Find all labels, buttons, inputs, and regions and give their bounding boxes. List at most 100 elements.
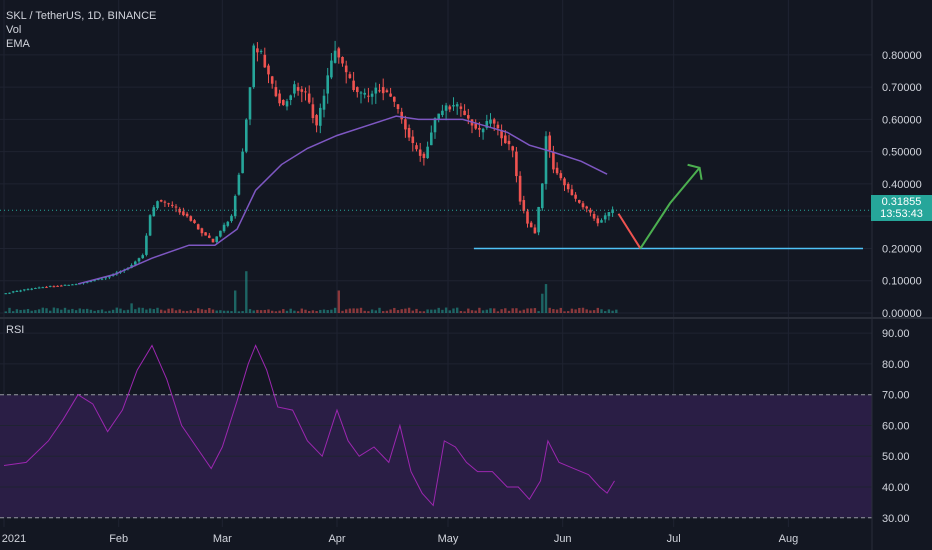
volume-bar: [82, 309, 85, 313]
candle-body: [522, 200, 526, 211]
volume-bar: [174, 310, 178, 313]
candle-body: [60, 285, 63, 287]
ema-indicator-label[interactable]: EMA: [6, 38, 30, 50]
volume-bar: [563, 311, 566, 313]
candle-body: [404, 119, 407, 130]
volume-bar: [452, 308, 455, 313]
symbol-title[interactable]: SKL / TetherUS, 1D, BINANCE: [6, 10, 157, 22]
candle-body: [496, 124, 500, 129]
candle-body: [100, 278, 104, 280]
price-tick-label: 0.80000: [882, 50, 922, 62]
candle-body: [185, 213, 189, 217]
candle-body: [552, 151, 555, 170]
candle-body: [341, 56, 344, 64]
volume-bar: [493, 308, 496, 313]
volume-bar: [160, 309, 163, 313]
candle-body: [500, 130, 503, 139]
volume-bar: [400, 309, 403, 313]
candle-body: [330, 60, 333, 78]
last-price-tag: 0.31855 13:53:43: [871, 195, 932, 221]
volume-bar: [8, 307, 11, 313]
candle-body: [333, 50, 337, 63]
candle-body: [156, 201, 159, 209]
volume-bar: [615, 309, 618, 313]
volume-bar: [456, 307, 459, 313]
volume-bar: [378, 307, 381, 313]
volume-bar: [289, 308, 292, 313]
rsi-line: [3, 344, 615, 507]
candle-body: [148, 215, 152, 236]
candle-body: [34, 288, 37, 290]
candle-body: [11, 291, 15, 293]
volume-bar: [574, 309, 577, 313]
volume-bar: [315, 311, 318, 313]
rsi-indicator-label[interactable]: RSI: [6, 324, 25, 336]
volume-bar: [311, 310, 315, 313]
candle-body: [544, 136, 548, 184]
volume-bar: [507, 310, 511, 313]
volume-bar: [182, 310, 185, 313]
volume-bar: [592, 310, 596, 313]
candle-body: [26, 289, 30, 291]
price-tick-label: 0.60000: [882, 114, 922, 126]
volume-bar: [604, 311, 607, 313]
volume-bar: [389, 309, 392, 313]
candle-body: [319, 107, 322, 126]
volume-bar: [485, 309, 488, 313]
candle-body: [304, 91, 307, 93]
volume-bar: [441, 309, 444, 313]
volume-indicator-label[interactable]: Vol: [6, 24, 22, 36]
candle-body: [474, 123, 477, 129]
volume-bar: [178, 309, 181, 313]
candle-body: [248, 87, 252, 120]
candle-body: [300, 89, 304, 92]
candle-body: [418, 149, 422, 156]
volume-bar: [393, 307, 396, 313]
volume-bar: [463, 311, 466, 313]
volume-bar: [385, 310, 389, 313]
rsi-tick-label: 40.00: [882, 482, 910, 494]
candle-body: [85, 281, 89, 283]
candle-body: [467, 115, 470, 119]
candle-body: [296, 87, 300, 91]
volume-bar: [111, 309, 115, 313]
candle-body: [208, 235, 211, 238]
candle-body: [285, 101, 289, 107]
candle-body: [137, 258, 141, 262]
candle-body: [293, 84, 296, 94]
candle-body: [592, 214, 596, 219]
volume-bar: [211, 309, 215, 313]
candle-body: [437, 113, 440, 120]
candle-body: [581, 203, 585, 208]
volume-bar: [607, 309, 611, 313]
volume-bar: [596, 307, 599, 313]
volume-bar: [356, 308, 359, 313]
time-tick-label: Jul: [667, 533, 681, 545]
volume-bar: [526, 308, 529, 313]
volume-bar: [274, 311, 278, 313]
volume-bar: [326, 310, 329, 313]
volume-bar: [171, 308, 174, 313]
volume-bar: [200, 309, 204, 313]
candle-body: [400, 111, 403, 120]
volume-bar: [19, 309, 22, 313]
candle-body: [537, 206, 540, 233]
volume-bar: [333, 307, 337, 313]
volume-bar: [271, 310, 274, 313]
volume-bar: [396, 310, 400, 313]
volume-bar: [204, 309, 207, 313]
candle-body: [134, 261, 137, 265]
volume-bar: [45, 308, 48, 313]
volume-bar: [137, 307, 141, 313]
candle-body: [452, 105, 455, 107]
volume-bar: [285, 310, 289, 313]
volume-bar: [363, 310, 366, 313]
volume-bar: [496, 311, 500, 313]
volume-bar: [341, 310, 344, 313]
candle-body: [30, 288, 33, 290]
volume-bar: [126, 309, 130, 313]
candle-body: [230, 215, 233, 222]
volume-bar: [241, 311, 244, 313]
volume-bar: [145, 309, 148, 313]
volume-bar: [322, 309, 326, 313]
